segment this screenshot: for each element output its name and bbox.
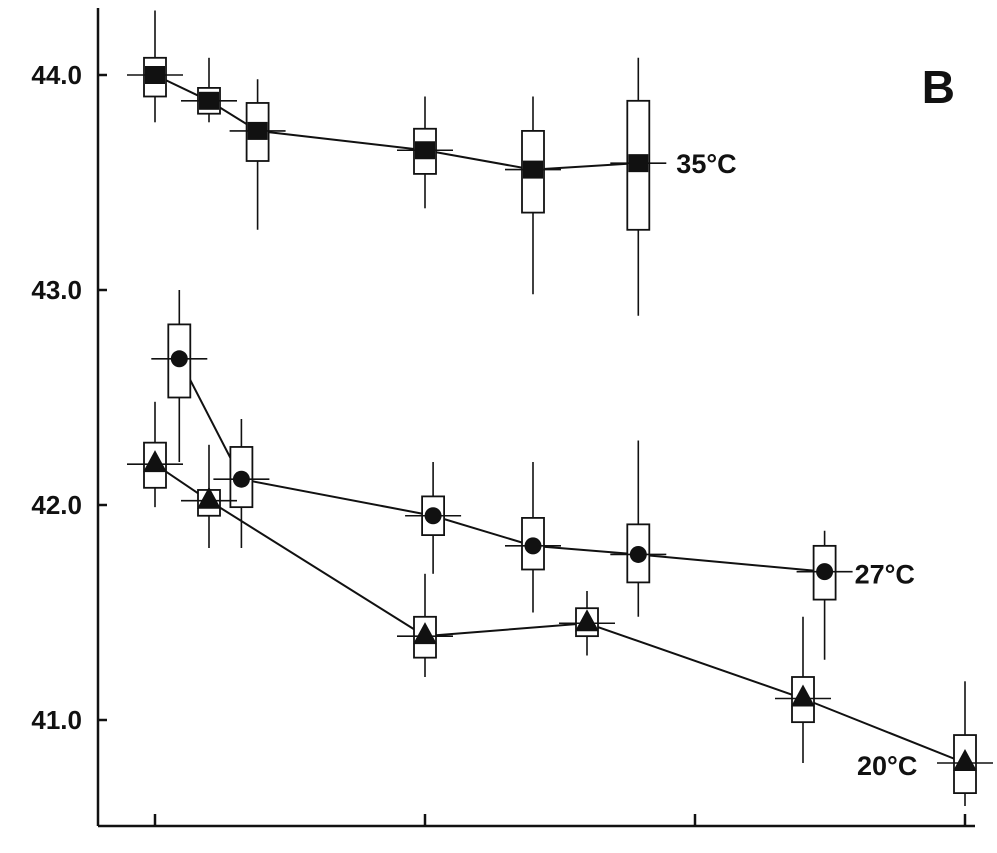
square-marker bbox=[199, 91, 219, 110]
data-point bbox=[181, 57, 237, 123]
triangle-marker bbox=[575, 609, 599, 632]
series-label: 35°C bbox=[676, 149, 736, 179]
series-label: 20°C bbox=[857, 751, 917, 781]
square-marker bbox=[145, 66, 165, 84]
series-1: 35°C bbox=[127, 10, 737, 316]
triangle-marker bbox=[953, 749, 977, 771]
triangle-marker bbox=[143, 450, 167, 473]
data-point bbox=[505, 462, 561, 613]
data-point bbox=[796, 530, 853, 660]
series-3: 20°C bbox=[127, 401, 993, 806]
square-marker bbox=[523, 160, 543, 179]
series-line bbox=[154, 463, 966, 764]
y-tick-label: 44.0 bbox=[31, 60, 82, 90]
square-marker bbox=[247, 121, 268, 140]
circle-marker bbox=[170, 350, 188, 368]
data-point bbox=[610, 440, 667, 617]
series-line bbox=[178, 358, 825, 573]
panel-label: B bbox=[922, 61, 955, 113]
data-point bbox=[937, 681, 993, 806]
data-point bbox=[213, 419, 270, 548]
triangle-marker bbox=[413, 622, 437, 645]
y-tick-label: 42.0 bbox=[31, 490, 82, 520]
circle-marker bbox=[424, 507, 442, 525]
data-point bbox=[405, 462, 462, 574]
data-point bbox=[559, 591, 615, 656]
y-tick-label: 43.0 bbox=[31, 275, 82, 305]
circle-marker bbox=[524, 537, 542, 555]
circle-marker bbox=[629, 545, 647, 563]
data-point bbox=[775, 616, 831, 763]
data-point bbox=[127, 401, 183, 508]
y-tick-label: 41.0 bbox=[31, 705, 82, 735]
series-2: 27°C bbox=[151, 290, 915, 660]
axes-group: 44.0 43.0 42.0 41.0 bbox=[31, 8, 975, 828]
data-point bbox=[181, 444, 237, 548]
data-point bbox=[151, 290, 208, 462]
square-marker bbox=[415, 141, 435, 160]
triangle-marker bbox=[791, 684, 815, 707]
triangle-marker bbox=[197, 486, 221, 509]
square-marker bbox=[628, 154, 649, 173]
data-point bbox=[127, 10, 183, 123]
series-group: 35°C 27°C 20°C bbox=[127, 10, 993, 806]
circle-marker bbox=[816, 563, 834, 581]
circle-marker bbox=[232, 470, 250, 488]
data-point bbox=[610, 57, 667, 316]
series-line bbox=[154, 74, 639, 171]
data-point bbox=[229, 79, 286, 230]
series-label: 27°C bbox=[855, 560, 915, 590]
data-point bbox=[505, 96, 561, 295]
data-point bbox=[397, 96, 453, 209]
data-point bbox=[397, 573, 453, 677]
